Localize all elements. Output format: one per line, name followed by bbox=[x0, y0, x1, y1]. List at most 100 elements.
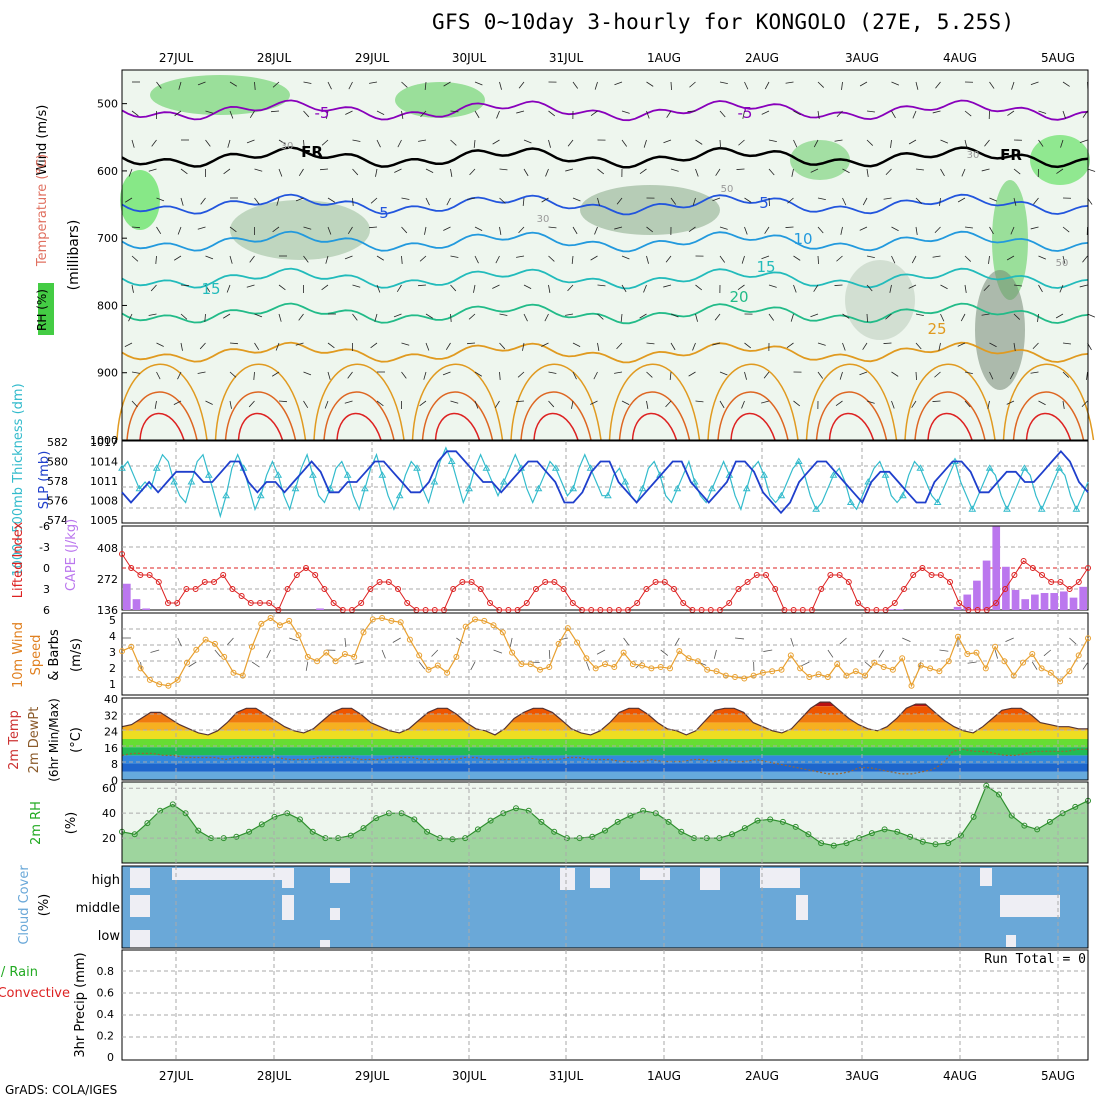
wind-barb bbox=[938, 342, 941, 351]
wind-barb bbox=[249, 110, 255, 118]
wind-barb bbox=[499, 226, 502, 235]
wind-barb bbox=[474, 371, 482, 377]
rh2m-marker bbox=[665, 818, 672, 825]
wind-barb bbox=[1006, 400, 1015, 405]
thickness-line bbox=[121, 449, 1089, 515]
wind-barb bbox=[1030, 371, 1039, 374]
wind-barb bbox=[890, 139, 892, 148]
wind-barb bbox=[321, 139, 329, 146]
wind-barb bbox=[817, 197, 826, 201]
wind-barb bbox=[790, 313, 794, 322]
surface-wind-barb bbox=[1005, 637, 1014, 643]
lifted-index-marker bbox=[201, 579, 208, 585]
cloud-gap bbox=[320, 940, 330, 948]
lifted-index-marker bbox=[211, 579, 217, 585]
wind-speed-marker bbox=[276, 622, 283, 629]
rh2m-marker bbox=[970, 813, 977, 820]
wind-barb bbox=[522, 342, 525, 351]
wind-barb bbox=[791, 168, 794, 177]
wind-barb bbox=[544, 313, 549, 322]
wind-barb bbox=[862, 342, 868, 350]
wind-barb bbox=[738, 139, 745, 146]
wind-barb bbox=[272, 226, 280, 233]
wind-barb bbox=[1011, 81, 1015, 90]
wind-barb bbox=[156, 371, 161, 380]
wind-barb bbox=[516, 255, 525, 258]
wind-barb bbox=[376, 255, 384, 261]
wind-barb bbox=[396, 284, 402, 292]
surface-wind-barb bbox=[623, 637, 630, 646]
wind-speed-marker bbox=[453, 653, 460, 660]
wind-barb bbox=[761, 255, 770, 260]
wind-barb bbox=[590, 400, 598, 405]
wind-barb bbox=[793, 139, 798, 148]
wind-barb bbox=[891, 255, 896, 264]
wind-barb bbox=[692, 342, 696, 351]
wind-barb bbox=[736, 168, 745, 170]
rh2m-marker bbox=[805, 831, 812, 838]
lifted-index-marker bbox=[303, 565, 309, 571]
wind-barb bbox=[643, 139, 647, 148]
lifted-index-marker bbox=[165, 600, 171, 606]
wind-barb bbox=[1013, 197, 1017, 206]
cloud-gap bbox=[590, 868, 610, 888]
wind-barb bbox=[450, 313, 452, 323]
wind-barb bbox=[719, 255, 726, 263]
surface-wind-barb bbox=[266, 649, 271, 659]
wind-barb bbox=[669, 371, 672, 380]
wind-barb bbox=[889, 284, 892, 293]
wind-speed-marker bbox=[119, 648, 125, 655]
rh2m-marker bbox=[957, 832, 964, 839]
wind-barb bbox=[915, 313, 924, 317]
wind-barb bbox=[719, 400, 725, 409]
wind-barb bbox=[446, 197, 451, 206]
wind-barb bbox=[842, 168, 850, 174]
cloud-gap bbox=[980, 868, 992, 886]
wind-barb bbox=[376, 400, 384, 407]
lifted-index-marker bbox=[956, 600, 963, 606]
cloud-level-label: low bbox=[98, 929, 121, 944]
lifted-index-marker bbox=[293, 572, 300, 578]
lifted-index-marker bbox=[855, 600, 861, 606]
wind-barb bbox=[229, 110, 234, 119]
wind-speed-marker bbox=[416, 652, 423, 659]
slp-marker bbox=[413, 464, 421, 471]
slp-marker bbox=[395, 491, 404, 499]
surface-wind-barb bbox=[214, 649, 221, 658]
slp-marker bbox=[1055, 464, 1063, 471]
wind-speed-marker bbox=[499, 629, 506, 636]
wind-speed-marker bbox=[146, 676, 153, 683]
temp-tick: 8 bbox=[111, 758, 118, 771]
wind-barb bbox=[911, 400, 917, 408]
contour-label: FR bbox=[301, 143, 323, 161]
wind-barb bbox=[155, 255, 157, 265]
lifted-index-marker bbox=[551, 579, 558, 585]
temp-tick: 24 bbox=[104, 726, 118, 739]
rh-shading bbox=[790, 140, 850, 180]
rh2m-tick: 60 bbox=[102, 782, 116, 795]
wind-speed-marker bbox=[249, 643, 255, 650]
slp-marker bbox=[465, 484, 473, 492]
wind-barb bbox=[594, 81, 598, 90]
isotherm-30-contour bbox=[1002, 363, 1095, 441]
rh2m-marker bbox=[881, 826, 888, 833]
date-label-bottom: 31JUL bbox=[549, 1069, 584, 1083]
wind-barb bbox=[813, 139, 819, 148]
wind-barb bbox=[125, 197, 133, 203]
wind-speed-marker bbox=[128, 643, 135, 650]
thickness-tick: 580 bbox=[47, 456, 68, 469]
slp-marker bbox=[829, 471, 838, 478]
wind-barb bbox=[548, 371, 557, 374]
lifted-index-line bbox=[121, 553, 1089, 611]
wind-barb bbox=[934, 371, 941, 378]
cape-bar bbox=[953, 606, 962, 610]
wind-axis-label: Wind (m/s) bbox=[35, 105, 50, 176]
wind-speed-marker bbox=[258, 620, 265, 627]
dewpt-axis-label: 2m DewPt bbox=[27, 707, 42, 774]
wind-barb bbox=[646, 400, 649, 409]
wind-barb bbox=[915, 371, 917, 381]
wind-barb bbox=[621, 139, 628, 147]
wind-barb bbox=[1079, 139, 1088, 143]
lifted-index-marker bbox=[358, 600, 365, 606]
wind-barb bbox=[180, 197, 184, 206]
